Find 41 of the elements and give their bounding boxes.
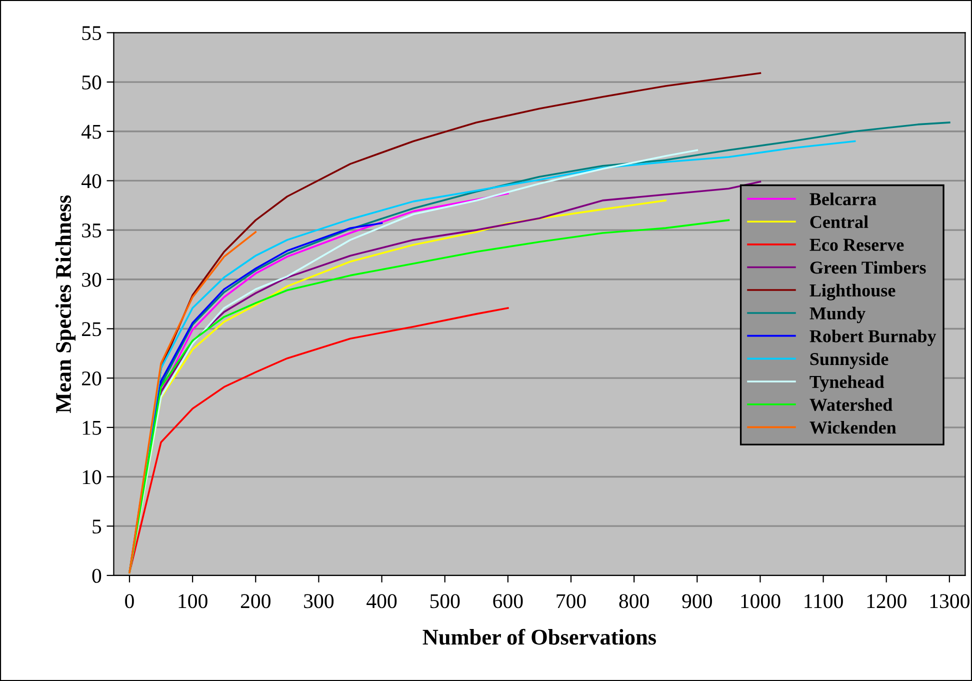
- y-tick-label: 55: [82, 26, 102, 40]
- x-axis-title: Number of Observations: [422, 628, 656, 645]
- line-series: [128, 307, 509, 574]
- x-tick-label: 1100: [804, 594, 843, 608]
- legend-label: Mundy: [810, 306, 866, 324]
- x-tick-label: 1000: [741, 594, 780, 608]
- y-tick-label: 5: [92, 520, 102, 534]
- y-tick-label: 15: [82, 420, 102, 435]
- y-tick-label: 35: [82, 223, 102, 238]
- y-tick-label: 50: [82, 75, 102, 90]
- y-tick-label: 10: [82, 470, 102, 484]
- x-tick-label: 300: [304, 594, 334, 608]
- y-axis-title: Mean Species Richness: [55, 195, 76, 413]
- y-tick-label: 40: [81, 174, 102, 188]
- x-tick-label: 1300: [930, 594, 970, 608]
- legend-label: Robert Burnaby: [810, 330, 936, 346]
- legend-label: Eco Reserve: [810, 238, 904, 251]
- y-tick-label: 30: [82, 272, 102, 287]
- legend-label: Green Timbers: [810, 261, 926, 274]
- y-tick-label: 0: [92, 568, 102, 583]
- y-tick-label: 45: [81, 124, 102, 139]
- legend-label: Belcarra: [810, 192, 876, 206]
- legend-label: Lighthouse: [810, 284, 896, 300]
- x-tick-label: 100: [178, 594, 208, 608]
- x-tick-label: 600: [493, 594, 523, 608]
- x-tick-label: 0: [125, 594, 134, 608]
- y-tick-label: 25: [82, 322, 102, 336]
- legend-label: Central: [810, 215, 868, 228]
- x-tick-label: 800: [619, 594, 649, 608]
- x-tick-label: 700: [556, 594, 586, 608]
- line-series: [128, 231, 257, 574]
- legend-label: Sunnyside: [810, 352, 888, 369]
- legend-label: Wickenden: [810, 420, 896, 434]
- x-tick-label: 200: [240, 594, 270, 608]
- legend-label: Tynehead: [810, 375, 884, 392]
- y-tick-label: 20: [82, 371, 102, 386]
- x-tick-label: 500: [430, 594, 460, 608]
- x-tick-label: 1200: [867, 594, 906, 608]
- x-tick-label: 400: [366, 594, 397, 608]
- x-tick-label: 900: [682, 594, 712, 608]
- legend-label: Watershed: [810, 398, 892, 411]
